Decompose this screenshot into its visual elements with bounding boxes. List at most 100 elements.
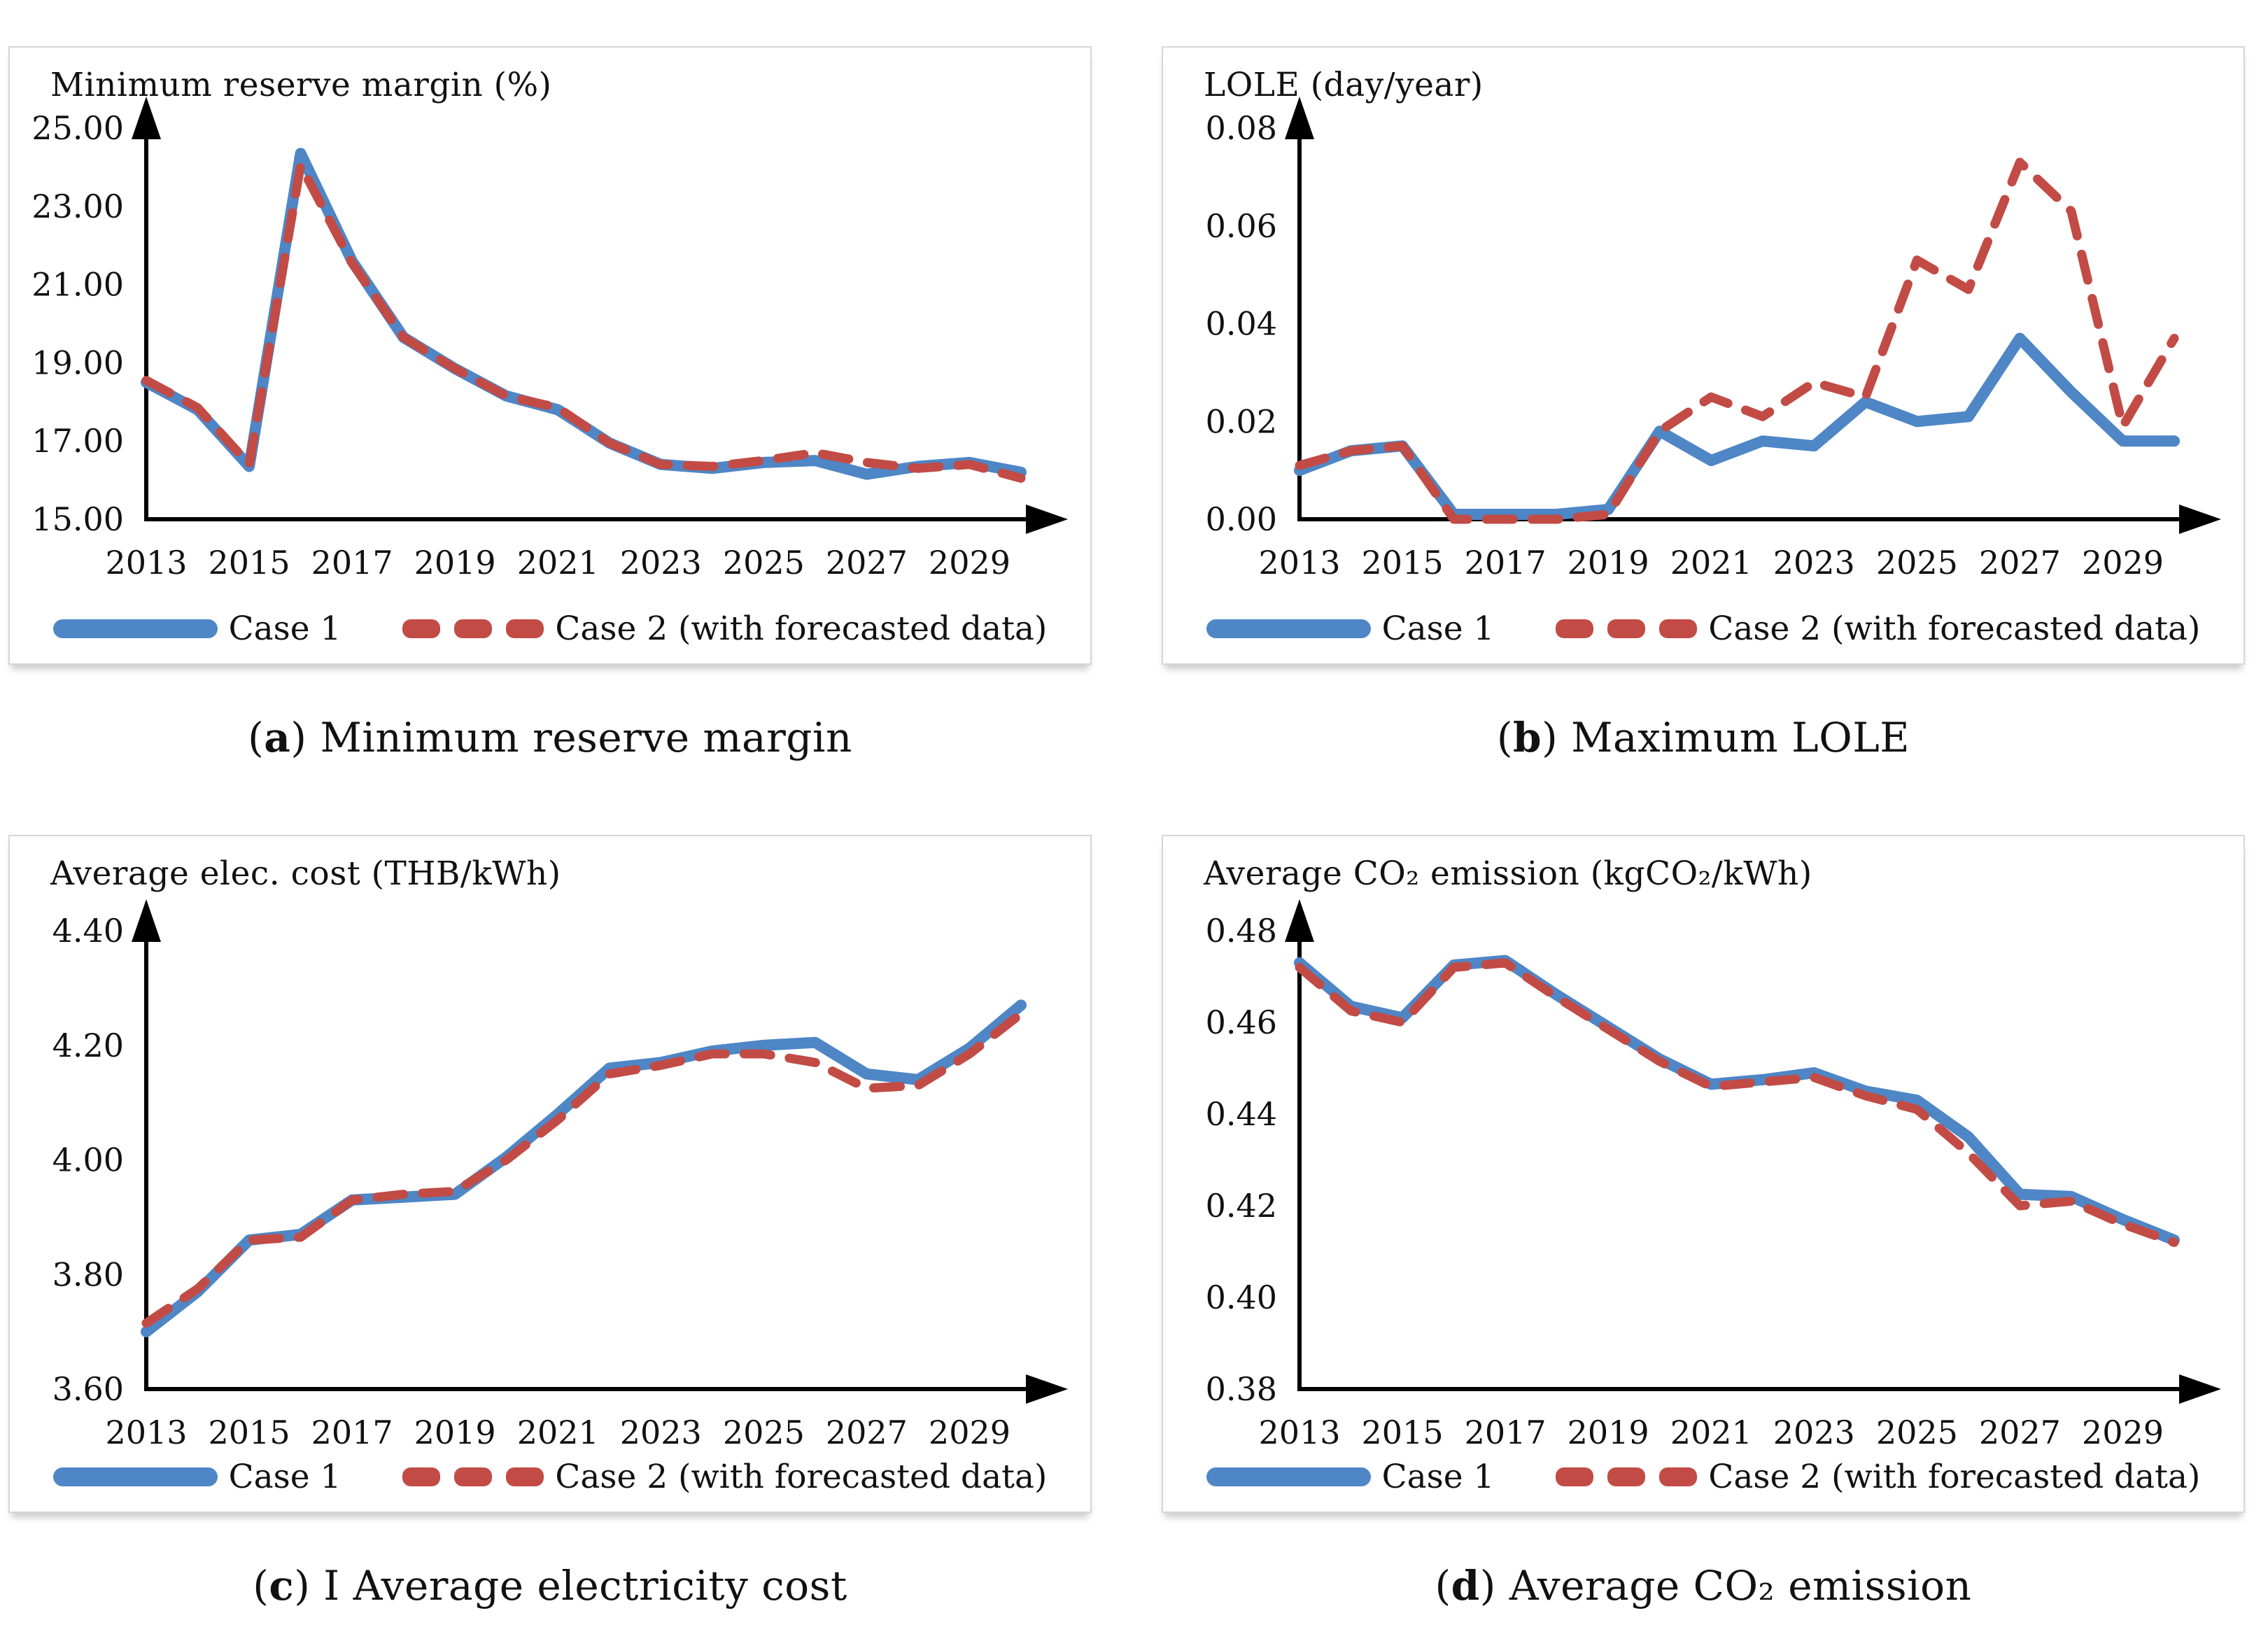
legend-case1-label: Case 1 xyxy=(228,1458,341,1496)
series-line-case1 xyxy=(1294,332,2180,520)
x-axis-arrow-icon xyxy=(2179,1374,2221,1404)
series-line-case1 xyxy=(141,999,1027,1338)
y-axis-arrow-icon xyxy=(132,899,161,942)
legend-case1-group: Case 1 xyxy=(52,1458,341,1496)
y-tick-label: 3.60 xyxy=(52,1370,124,1408)
x-tick-label: 2027 xyxy=(826,1414,908,1451)
caption-b: (b) Maximum LOLE xyxy=(1496,714,1910,761)
chart-title-c: Average elec. cost (THB/kWh) xyxy=(50,854,561,893)
x-tick-label: 2021 xyxy=(1670,544,1752,582)
x-tick-label: 2013 xyxy=(1258,544,1340,582)
case1-line-sample xyxy=(52,1467,218,1486)
case2-line-sample xyxy=(1556,619,1698,638)
x-tick-label: 2029 xyxy=(929,1414,1010,1451)
x-tick-label: 2015 xyxy=(209,544,290,582)
series-line-case1 xyxy=(1294,955,2180,1246)
y-tick-label: 0.48 xyxy=(1206,912,1277,950)
y-tick-label: 0.04 xyxy=(1206,305,1277,343)
x-tick-label: 2013 xyxy=(105,1414,187,1451)
case1-line-sample xyxy=(52,619,218,638)
x-axis-arrow-icon xyxy=(1026,505,1068,534)
chart-b: 0.00 0.02 0.04 0.06 0.08 2013 2015 2017 2019 2021… xyxy=(1206,97,2221,582)
x-tick-label: 2025 xyxy=(723,544,805,582)
legend-case1-group: Case 1 xyxy=(52,610,341,648)
y-tick-label: 17.00 xyxy=(31,422,124,460)
legend-case2-label: Case 2 (with forecasted data) xyxy=(1708,610,2201,648)
case1-line-sample xyxy=(1206,619,1371,638)
legend-case1-group: Case 1 xyxy=(1206,1458,1494,1496)
chart-a: 15.00 17.00 19.00 21.00 23.00 25.00 2013 2015 20… xyxy=(31,97,1068,582)
x-tick-label: 2029 xyxy=(2082,544,2164,582)
legend-case2-group: Case 2 (with forecasted data) xyxy=(1556,610,2200,648)
x-tick-label: 2023 xyxy=(620,1414,702,1451)
y-axis-arrow-icon xyxy=(132,97,161,139)
legend-case2-group: Case 2 (with forecasted data) xyxy=(1556,1458,2200,1496)
y-tick-label: 15.00 xyxy=(31,500,124,538)
x-tick-label: 2021 xyxy=(1670,1414,1752,1451)
legend-case2-label: Case 2 (with forecasted data) xyxy=(555,610,1048,648)
y-tick-label: 25.00 xyxy=(31,109,124,147)
x-tick-label: 2025 xyxy=(1876,544,1958,582)
x-tick-label: 2019 xyxy=(414,1414,496,1451)
panel-b: LOLE (day/year) 0.00 0.02 0.04 0.06 0.08 2013… xyxy=(1162,46,2245,665)
legend-b: Case 1 Case 2 (with forecasted data) xyxy=(1163,610,2244,648)
panel-c: Average elec. cost (THB/kWh) 3.60 3.80 4.0… xyxy=(8,835,1092,1513)
x-tick-label: 2029 xyxy=(2082,1414,2164,1451)
series-line-case2 xyxy=(1295,157,2179,524)
x-tick-label: 2025 xyxy=(723,1414,805,1451)
series-line-case2 xyxy=(141,160,1026,483)
x-tick-label: 2019 xyxy=(414,544,496,582)
x-tick-label: 2013 xyxy=(1258,1414,1340,1451)
case2-line-sample xyxy=(1556,1467,1698,1486)
legend-case2-label: Case 2 (with forecasted data) xyxy=(1708,1458,2201,1496)
y-tick-label: 0.46 xyxy=(1206,1003,1277,1041)
legend-d: Case 1 Case 2 (with forecasted data) xyxy=(1163,1458,2244,1496)
x-tick-label: 2023 xyxy=(1773,1414,1855,1451)
y-tick-label: 4.00 xyxy=(52,1141,124,1179)
y-tick-label: 0.06 xyxy=(1206,207,1277,245)
y-tick-label: 23.00 xyxy=(31,188,124,225)
y-axis-arrow-icon xyxy=(1285,97,1314,139)
y-tick-label: 0.42 xyxy=(1206,1187,1277,1225)
x-tick-label: 2029 xyxy=(929,544,1010,582)
y-tick-label: 0.38 xyxy=(1206,1370,1277,1408)
chart-title-b: LOLE (day/year) xyxy=(1204,66,1484,104)
legend-a: Case 1 Case 2 (with forecasted data) xyxy=(10,610,1090,648)
legend-case1-label: Case 1 xyxy=(1381,610,1495,648)
x-tick-label: 2021 xyxy=(517,544,599,582)
caption-d: (d) Average CO₂ emission xyxy=(1435,1562,1972,1610)
series-line-case2 xyxy=(1295,958,2179,1247)
chart-title-a: Minimum reserve margin (%) xyxy=(50,66,552,104)
panel-d: Average CO₂ emission (kgCO₂/kWh) 0.38 0.4… xyxy=(1162,835,2245,1513)
x-axis-arrow-icon xyxy=(1026,1374,1068,1404)
y-tick-label: 0.08 xyxy=(1206,109,1277,147)
caption-a: (a) Minimum reserve margin xyxy=(248,714,852,761)
y-tick-label: 0.40 xyxy=(1206,1279,1277,1316)
x-tick-label: 2013 xyxy=(105,544,187,582)
y-tick-label: 19.00 xyxy=(31,344,124,381)
series-line-case2 xyxy=(141,1009,1026,1328)
x-tick-label: 2019 xyxy=(1568,1414,1649,1451)
y-tick-label: 4.40 xyxy=(52,912,124,950)
y-tick-label: 4.20 xyxy=(52,1027,124,1064)
y-tick-label: 0.02 xyxy=(1206,402,1277,440)
chart-title-d: Average CO₂ emission (kgCO₂/kWh) xyxy=(1204,854,1812,893)
x-tick-label: 2027 xyxy=(1979,544,2061,582)
caption-c: (c) I Average electricity cost xyxy=(253,1562,847,1610)
x-tick-label: 2017 xyxy=(311,544,393,582)
x-tick-label: 2021 xyxy=(517,1414,599,1451)
legend-c: Case 1 Case 2 (with forecasted data) xyxy=(10,1458,1090,1496)
case2-line-sample xyxy=(402,1467,544,1486)
legend-case2-label: Case 2 (with forecasted data) xyxy=(555,1458,1048,1496)
y-tick-label: 0.44 xyxy=(1206,1095,1277,1133)
legend-case1-label: Case 1 xyxy=(228,610,341,648)
x-tick-label: 2017 xyxy=(1465,1414,1547,1451)
y-tick-label: 21.00 xyxy=(31,266,124,304)
legend-case2-group: Case 2 (with forecasted data) xyxy=(402,1458,1047,1496)
x-axis-arrow-icon xyxy=(2179,505,2221,534)
x-tick-label: 2023 xyxy=(620,544,702,582)
y-tick-label: 0.00 xyxy=(1206,500,1277,538)
chart-d: 0.38 0.40 0.42 0.44 0.46 0.48 2013 2015 2017 2019… xyxy=(1206,899,2221,1451)
x-tick-label: 2023 xyxy=(1773,544,1855,582)
